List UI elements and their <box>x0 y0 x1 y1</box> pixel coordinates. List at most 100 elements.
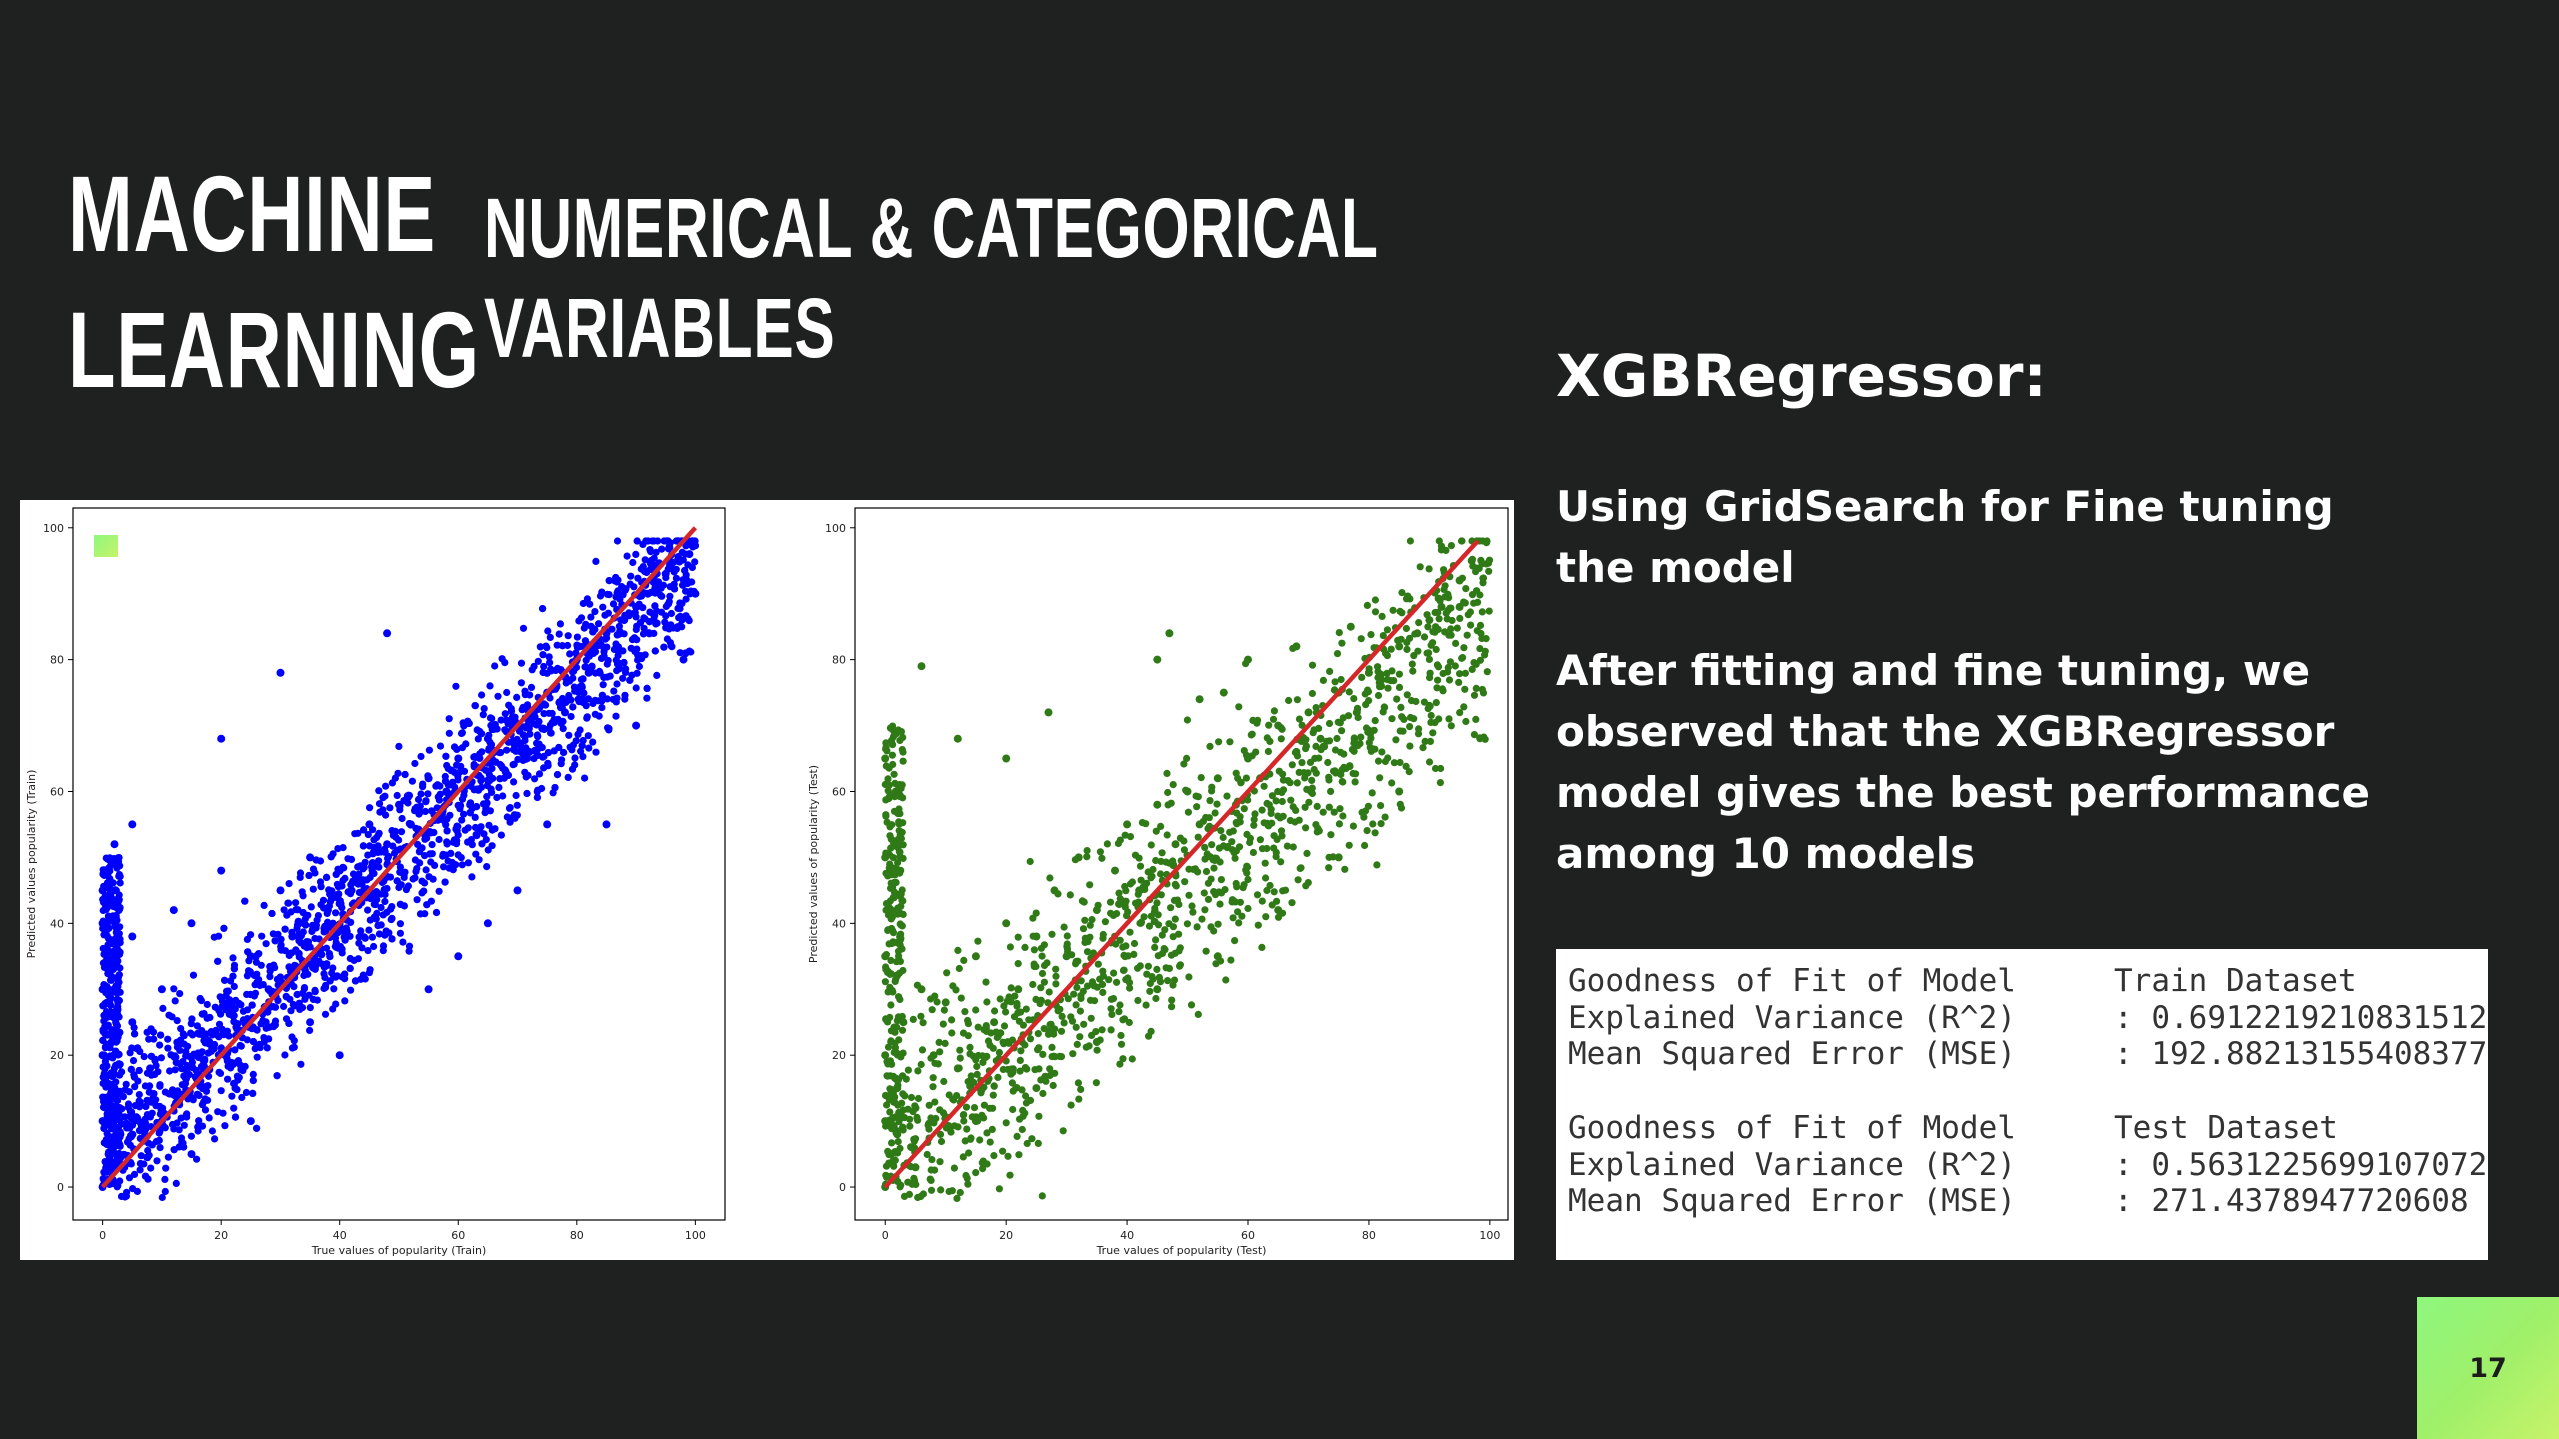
cloud-point <box>1009 1105 1017 1114</box>
cloud-point <box>396 900 404 908</box>
cloud-point <box>1113 978 1121 986</box>
cloud-point <box>1183 754 1191 762</box>
cloud-point <box>1371 717 1379 725</box>
cloud-point <box>147 1164 155 1172</box>
cloud-point <box>1037 984 1045 992</box>
cloud-point <box>1338 727 1346 735</box>
cloud-point <box>377 903 385 912</box>
cloud-point <box>1415 619 1423 627</box>
cloud-point <box>518 706 526 714</box>
cloud-point <box>1431 764 1440 773</box>
data-point <box>205 1038 214 1046</box>
cloud-point <box>966 1050 974 1058</box>
cloud-point <box>1384 684 1392 692</box>
cloud-point <box>170 985 178 993</box>
cloud-point <box>1116 1060 1124 1068</box>
cloud-point <box>892 1074 901 1082</box>
cloud-point <box>1149 975 1157 983</box>
cloud-point <box>1265 721 1273 729</box>
cloud-point <box>1463 631 1471 639</box>
cloud-point <box>259 981 267 989</box>
cloud-point <box>627 644 635 652</box>
cloud-point <box>1279 770 1287 778</box>
cloud-point <box>370 869 378 877</box>
cloud-point <box>500 774 508 782</box>
cloud-point <box>897 902 905 910</box>
cloud-point <box>368 933 376 941</box>
cloud-point <box>107 1001 115 1009</box>
cloud-point <box>566 677 574 685</box>
cloud-point <box>301 967 309 975</box>
cloud-point <box>231 1005 239 1013</box>
cloud-point <box>164 1035 172 1043</box>
cloud-point <box>510 760 518 768</box>
page-number-badge: 17 <box>2417 1297 2559 1439</box>
data-point <box>561 708 569 717</box>
cloud-point <box>897 784 905 792</box>
cloud-point <box>503 688 511 697</box>
cloud-point <box>1377 820 1385 828</box>
cloud-point <box>932 1114 940 1123</box>
cloud-point <box>1181 878 1189 886</box>
cloud-point <box>414 795 423 804</box>
cloud-point <box>884 1043 893 1051</box>
cloud-point <box>1157 822 1165 830</box>
cloud-point <box>1277 827 1286 835</box>
cloud-point <box>983 998 991 1006</box>
cloud-point <box>1447 625 1455 633</box>
cloud-point <box>135 1066 143 1075</box>
cloud-point <box>1378 676 1386 684</box>
cloud-point <box>966 1135 975 1143</box>
cloud-point <box>629 558 637 567</box>
cloud-point <box>287 1007 295 1015</box>
cloud-point <box>478 840 486 848</box>
cloud-point <box>229 954 237 962</box>
cloud-point <box>608 625 616 633</box>
cloud-point <box>457 729 466 738</box>
cloud-point <box>1219 833 1227 842</box>
cloud-point <box>1398 713 1406 721</box>
cloud-point <box>1363 601 1371 609</box>
cloud-point <box>632 684 640 692</box>
cloud-point <box>1472 684 1480 692</box>
cloud-point <box>211 1135 219 1143</box>
cloud-point <box>1456 614 1464 622</box>
cloud-point <box>1476 621 1485 629</box>
cloud-point <box>107 994 115 1002</box>
cloud-point <box>111 1179 119 1187</box>
cloud-point <box>1361 841 1369 850</box>
cloud-point <box>1426 669 1434 677</box>
cloud-point <box>297 1060 305 1068</box>
cloud-point <box>145 1035 153 1043</box>
cloud-point <box>453 837 461 845</box>
cloud-point <box>1440 566 1448 574</box>
cloud-point <box>1231 854 1239 862</box>
cloud-point <box>1040 1025 1048 1033</box>
test-r2-label: Explained Variance (R^2) <box>1568 1146 2016 1183</box>
cloud-point <box>646 565 654 573</box>
cloud-point <box>1031 1066 1039 1074</box>
cloud-point <box>288 1044 296 1052</box>
corner-gradient-square <box>94 535 118 557</box>
cloud-point <box>545 653 553 661</box>
cloud-point <box>1016 1067 1024 1075</box>
cloud-point <box>249 1089 257 1097</box>
cloud-point <box>914 1067 922 1075</box>
cloud-point <box>598 691 607 699</box>
cloud-point <box>589 628 597 636</box>
data-point <box>1195 695 1204 704</box>
cloud-point <box>666 592 674 600</box>
cloud-point <box>319 960 327 968</box>
cloud-point <box>427 858 435 866</box>
cloud-point <box>299 989 307 997</box>
cloud-point <box>1277 735 1285 743</box>
cloud-point <box>217 1087 225 1095</box>
cloud-point <box>1365 739 1373 747</box>
cloud-point <box>923 1150 931 1159</box>
cloud-point <box>425 873 433 881</box>
cloud-point <box>1074 1079 1082 1087</box>
cloud-point <box>1171 880 1179 888</box>
cloud-point <box>1453 624 1461 632</box>
cloud-point <box>1325 776 1333 784</box>
cloud-point <box>1301 774 1309 782</box>
